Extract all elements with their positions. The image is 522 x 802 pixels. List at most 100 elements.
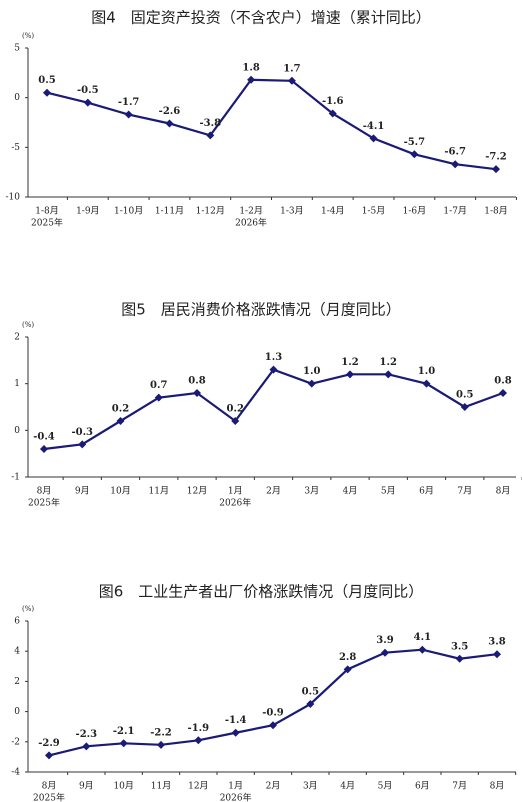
- marker: [343, 665, 352, 674]
- x-tick-label: 8月: [37, 486, 52, 497]
- marker: [231, 728, 240, 737]
- marker: [40, 445, 48, 453]
- x-tick-label: 1-6月: [403, 206, 427, 217]
- y-tick-label: 0: [14, 93, 20, 103]
- marker: [83, 98, 92, 107]
- x-tick-label: 1-8月: [35, 206, 59, 217]
- y-tick-label: 2: [14, 677, 20, 687]
- data-line: [46, 78, 497, 171]
- marker: [157, 740, 165, 749]
- marker: [193, 389, 201, 397]
- y-tick-label: 1: [14, 379, 20, 389]
- value-label: 0.7: [150, 380, 167, 391]
- value-label: 4.1: [414, 632, 431, 643]
- marker: [43, 88, 51, 97]
- value-label: -0.9: [262, 708, 284, 719]
- chart-title: 图5 居民消费价格涨跌情况（月度同比）: [121, 301, 401, 319]
- marker: [328, 109, 337, 118]
- x-tick-label: 3月: [303, 781, 318, 792]
- marker: [455, 654, 464, 663]
- value-label: 0.8: [494, 376, 511, 387]
- data-line: [48, 648, 498, 757]
- value-label: 1.2: [341, 357, 358, 368]
- value-label: 0.2: [227, 404, 244, 415]
- x-tick-label: 1-5月: [362, 206, 386, 217]
- value-label: 1.0: [303, 366, 320, 377]
- value-label: 3.8: [488, 637, 505, 648]
- y-tick-label: 0: [14, 707, 20, 717]
- value-label: -2.2: [150, 727, 172, 738]
- x-sublabel: 2025年: [33, 792, 65, 802]
- x-tick-label: 10月: [110, 486, 130, 497]
- y-tick-label: -10: [6, 193, 21, 203]
- value-label: -0.3: [71, 427, 93, 438]
- value-label: -1.9: [188, 723, 210, 734]
- marker: [165, 119, 174, 128]
- value-label: 0.8: [188, 376, 205, 387]
- x-tick-label: 1-10月: [114, 206, 143, 217]
- value-label: 1.8: [242, 62, 259, 73]
- marker: [119, 739, 128, 748]
- x-tick-label: 9月: [79, 781, 94, 792]
- x-tick-label: 9月: [75, 486, 90, 497]
- marker: [78, 440, 87, 449]
- x-tick-label: 11月: [149, 486, 169, 497]
- value-label: 0.5: [302, 687, 319, 698]
- x-tick-label: 1-8月: [484, 206, 508, 217]
- x-tick-label: 4月: [340, 781, 355, 792]
- x-sublabel: 2026年: [235, 217, 267, 229]
- y-tick-label: 4: [14, 647, 20, 657]
- marker: [493, 650, 501, 659]
- value-label: -1.7: [118, 97, 140, 108]
- value-label: 0.5: [456, 390, 473, 401]
- x-tick-label: 6月: [415, 781, 430, 792]
- value-label: -5.7: [404, 137, 426, 148]
- x-tick-label: 7月: [452, 781, 467, 792]
- x-tick-label: 12月: [188, 781, 208, 792]
- marker: [499, 389, 507, 397]
- x-tick-label: 10月: [113, 781, 133, 792]
- y-tick-label: 6: [14, 617, 20, 627]
- y-tick-label: -4: [11, 768, 20, 778]
- marker: [492, 165, 500, 174]
- x-tick-label: 2月: [266, 781, 281, 792]
- value-label: -0.4: [33, 432, 55, 443]
- y-tick-label: -5: [11, 143, 20, 153]
- x-sublabel: 2025年: [28, 497, 60, 509]
- x-tick-label: 1-9月: [76, 206, 100, 217]
- x-tick-label: 7月: [457, 486, 472, 497]
- marker: [451, 160, 460, 169]
- marker: [154, 393, 163, 402]
- marker: [418, 645, 427, 654]
- y-tick-label: -2: [11, 737, 20, 747]
- marker: [460, 403, 469, 411]
- marker: [247, 75, 256, 84]
- x-tick-label: 2月: [266, 486, 281, 497]
- value-label: -0.5: [77, 85, 99, 96]
- x-tick-label: 8月: [496, 486, 511, 497]
- x-tick-label: 3月: [304, 486, 319, 497]
- value-label: -7.2: [485, 152, 507, 163]
- value-label: -4.1: [363, 121, 385, 132]
- x-sublabel: 2026年: [219, 497, 251, 509]
- value-label: -2.9: [38, 738, 60, 749]
- value-label: -6.7: [444, 147, 466, 158]
- marker: [116, 417, 125, 425]
- x-tick-label: 1-3月: [280, 206, 304, 217]
- unit-label: (%): [22, 321, 34, 329]
- y-tick-label: 5: [14, 44, 20, 54]
- value-label: -1.4: [225, 715, 247, 726]
- marker: [381, 648, 389, 657]
- x-tick-label: 8月: [490, 781, 505, 792]
- chart-title: 图4 固定资产投资（不含农户）增速（累计同比）: [91, 9, 431, 27]
- x-tick-label: 1月: [228, 486, 243, 497]
- x-tick-label: 12月: [187, 486, 207, 497]
- marker: [306, 700, 315, 709]
- value-label: -3.8: [199, 118, 221, 129]
- marker: [422, 379, 431, 388]
- marker: [410, 150, 419, 159]
- chart-title: 图6 工业生产者出厂价格涨跌情况（月度同比）: [99, 583, 424, 601]
- value-label: 1.7: [283, 63, 300, 74]
- marker: [369, 134, 378, 143]
- y-tick-label: -1: [11, 473, 20, 483]
